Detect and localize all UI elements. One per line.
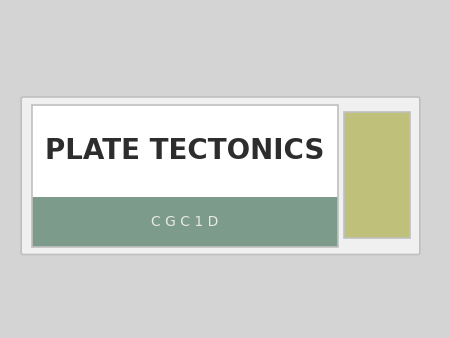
Bar xyxy=(344,112,410,238)
Bar xyxy=(32,105,338,197)
FancyBboxPatch shape xyxy=(21,97,420,255)
Text: PLATE TECTONICS: PLATE TECTONICS xyxy=(45,137,324,165)
Bar xyxy=(344,112,410,238)
Bar xyxy=(32,105,338,247)
Text: C G C 1 D: C G C 1 D xyxy=(151,215,218,229)
Bar xyxy=(32,197,338,247)
